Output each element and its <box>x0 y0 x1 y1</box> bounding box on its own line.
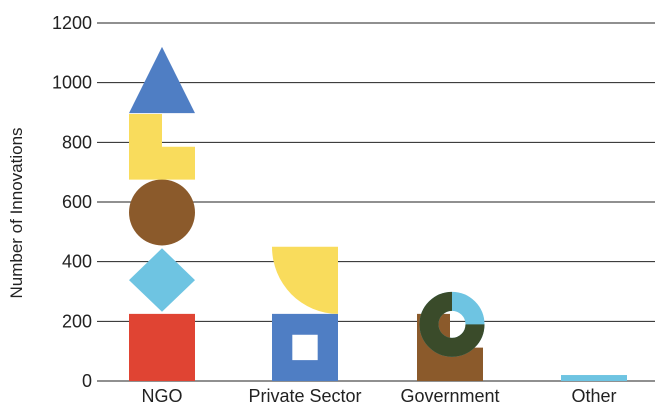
private-sector-mark-square-hole <box>292 334 318 361</box>
ngo-mark-red-square <box>129 313 195 381</box>
category-label-other: Other <box>571 386 616 404</box>
private-sector-mark-yellow-quarter-circle <box>272 246 338 314</box>
category-label-government: Government <box>400 386 499 404</box>
y-tick-400: 400 <box>62 252 92 272</box>
ngo-mark-brown-circle <box>129 179 195 246</box>
y-tick-200: 200 <box>62 311 92 331</box>
bar-marks <box>129 46 627 381</box>
ngo-mark-blue-diamond <box>129 248 195 312</box>
ngo-mark-blue-triangle <box>129 46 195 114</box>
y-tick-600: 600 <box>62 192 92 212</box>
ngo-mark-yellow-l-shape <box>129 113 195 180</box>
y-axis-title: Number of Innovations <box>7 127 26 298</box>
y-tick-1000: 1000 <box>52 73 92 93</box>
y-tick-1200: 1200 <box>52 13 92 33</box>
government-mark-green-ring-overlap <box>419 291 485 357</box>
y-axis-ticks: 0 200 400 600 800 1000 1200 <box>52 13 92 391</box>
y-tick-800: 800 <box>62 132 92 152</box>
y-tick-0: 0 <box>82 371 92 391</box>
category-label-private-sector: Private Sector <box>248 386 361 404</box>
other-mark-blue-bar <box>561 375 627 381</box>
category-label-ngo: NGO <box>141 386 182 404</box>
category-labels: NGO Private Sector Government Other <box>141 386 616 404</box>
